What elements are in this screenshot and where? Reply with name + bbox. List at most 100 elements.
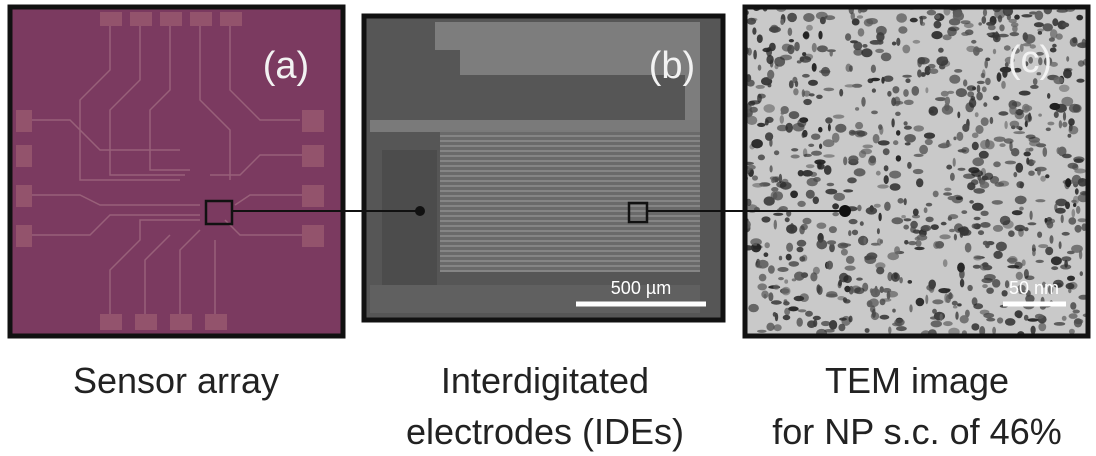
particle	[914, 247, 924, 250]
particle	[980, 222, 991, 228]
particle	[774, 220, 777, 230]
particle	[980, 140, 989, 149]
particle	[825, 189, 837, 195]
particle	[818, 31, 822, 40]
particle	[908, 241, 917, 245]
particle	[965, 243, 972, 253]
particle	[1008, 230, 1015, 237]
particle	[905, 78, 910, 83]
particle	[856, 278, 863, 281]
particle	[838, 324, 845, 331]
particle	[1016, 126, 1021, 130]
particle	[1013, 131, 1025, 134]
particle	[883, 76, 893, 82]
particle	[1002, 69, 1007, 78]
particle	[1026, 135, 1036, 139]
particle	[752, 175, 758, 180]
particle	[773, 213, 783, 216]
particle	[904, 121, 908, 125]
particle	[1051, 256, 1062, 265]
particle	[1011, 148, 1019, 156]
particle	[811, 151, 822, 156]
particle	[841, 249, 848, 256]
particle	[1012, 210, 1023, 215]
particle	[1080, 271, 1083, 276]
particle	[838, 280, 842, 287]
particle	[817, 45, 828, 52]
particle	[1074, 169, 1086, 174]
particle	[818, 127, 822, 133]
particle	[1071, 200, 1077, 203]
particle	[893, 140, 898, 145]
particle	[1001, 81, 1006, 89]
particle	[940, 314, 943, 321]
particle	[903, 225, 909, 230]
particle	[913, 169, 924, 174]
particle	[972, 224, 977, 229]
particle	[810, 272, 817, 281]
particle	[969, 200, 974, 204]
particle	[913, 40, 921, 44]
particle	[904, 218, 912, 221]
particle	[972, 157, 984, 166]
particle	[750, 107, 758, 113]
particle	[829, 226, 837, 233]
particle	[889, 171, 901, 179]
particle	[750, 100, 761, 104]
particle	[1055, 208, 1066, 214]
particle	[759, 274, 767, 282]
particle	[832, 133, 840, 143]
particle	[1075, 188, 1079, 194]
particle	[960, 226, 970, 236]
particle	[872, 309, 876, 318]
particle	[809, 93, 815, 96]
particle	[884, 175, 889, 184]
particle	[1051, 266, 1058, 270]
particle	[943, 259, 948, 267]
particle	[793, 88, 798, 95]
particle	[1005, 161, 1016, 165]
particle	[987, 33, 993, 36]
particle	[919, 145, 928, 155]
particle	[821, 321, 830, 326]
particle	[827, 183, 835, 186]
particle	[1028, 171, 1035, 176]
particle	[789, 39, 794, 42]
particle	[1010, 32, 1020, 36]
particle	[844, 286, 850, 292]
particle	[978, 22, 982, 25]
particle	[747, 116, 758, 125]
particle	[993, 251, 1002, 259]
particle	[825, 117, 832, 123]
particle	[797, 318, 803, 327]
particle	[992, 279, 1000, 288]
particle	[757, 34, 763, 43]
particle	[1038, 323, 1046, 332]
particle	[957, 263, 965, 273]
particle	[803, 32, 809, 39]
particle	[887, 91, 891, 97]
particle	[957, 132, 964, 141]
particle	[963, 79, 967, 86]
particle	[835, 124, 846, 133]
connector-dot	[415, 206, 425, 216]
particle	[1050, 235, 1054, 244]
particle	[751, 139, 763, 148]
particle	[820, 17, 826, 25]
particle	[932, 299, 943, 304]
particle	[1079, 250, 1082, 259]
particle	[774, 324, 782, 331]
particle	[867, 300, 873, 307]
particle	[914, 154, 924, 157]
particle	[1061, 215, 1064, 224]
particle	[947, 27, 957, 36]
particle	[917, 57, 925, 64]
particle	[764, 196, 775, 205]
particle	[824, 165, 832, 175]
particle	[774, 150, 779, 155]
particle	[861, 149, 872, 155]
particle	[1047, 122, 1054, 126]
particle	[902, 45, 910, 54]
particle	[941, 57, 947, 61]
particle	[920, 22, 925, 26]
